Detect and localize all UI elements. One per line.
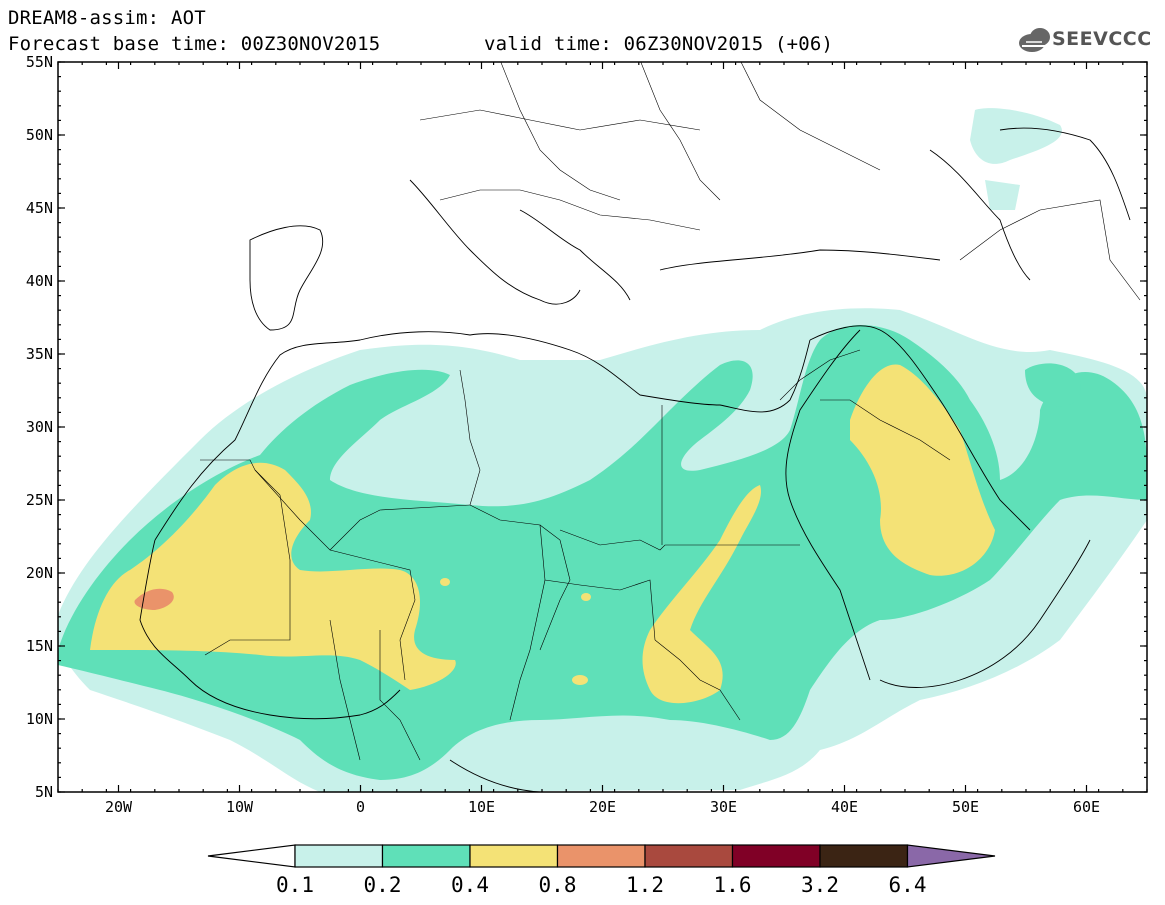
aot-contour-0.4 xyxy=(90,364,995,704)
coastlines xyxy=(139,127,1131,792)
colorbar-label: 1.2 xyxy=(626,873,664,897)
axis-ticks xyxy=(57,61,1148,793)
lat-label: 35N xyxy=(26,345,53,363)
colorbar-label: 0.4 xyxy=(451,873,489,897)
colorbar-label: 0.8 xyxy=(539,873,577,897)
lon-label: 30E xyxy=(710,798,737,816)
chart-title: DREAM8-assim: AOT xyxy=(8,7,206,29)
colorbar-swatch xyxy=(294,844,384,868)
lon-label: 20E xyxy=(589,798,616,816)
colorbar-low-arrow xyxy=(207,844,296,868)
longitude-labels: 20W 10W 0 10E 20E 30E 40E 50E 60E xyxy=(105,798,1100,816)
colorbar-label: 1.6 xyxy=(714,873,752,897)
aot-field xyxy=(58,108,1147,792)
lat-label: 25N xyxy=(26,491,53,509)
lat-label: 40N xyxy=(26,272,53,290)
lon-label: 10E xyxy=(468,798,495,816)
lat-label: 5N xyxy=(35,783,53,801)
lat-label: 20N xyxy=(26,564,53,582)
logo-text: SEEVCCC xyxy=(1052,28,1152,50)
lat-label: 15N xyxy=(26,637,53,655)
valid-time: valid time: 06Z30NOV2015 (+06) xyxy=(484,33,834,55)
cloud-icon xyxy=(1019,28,1050,52)
colorbar-label: 0.2 xyxy=(364,873,402,897)
colorbar-swatch xyxy=(556,844,646,868)
lon-label: 50E xyxy=(952,798,979,816)
lon-label: 20W xyxy=(105,798,133,816)
colorbar-label: 0.1 xyxy=(276,873,314,897)
lat-label: 10N xyxy=(26,710,53,728)
lon-label: 60E xyxy=(1073,798,1100,816)
colorbar-swatch xyxy=(469,844,559,868)
borders xyxy=(200,62,1141,761)
seevccc-logo xyxy=(1019,28,1050,52)
colorbar: 0.1 0.2 0.4 0.8 1.2 1.6 3.2 6.4 xyxy=(207,844,996,897)
colorbar-high-arrow xyxy=(906,844,996,868)
lat-label: 55N xyxy=(26,53,53,71)
colorbar-label: 3.2 xyxy=(801,873,839,897)
colorbar-swatch xyxy=(644,844,734,868)
lat-label: 45N xyxy=(26,199,53,217)
latitude-labels: 55N 50N 45N 40N 35N 30N 25N 20N 15N 10N 5N xyxy=(26,53,53,801)
colorbar-swatch xyxy=(731,844,821,868)
lat-label: 30N xyxy=(26,418,53,436)
colorbar-label: 6.4 xyxy=(889,873,927,897)
lon-label: 10W xyxy=(226,798,254,816)
colorbar-swatch xyxy=(381,844,471,868)
lon-label: 40E xyxy=(831,798,858,816)
colorbar-swatch xyxy=(819,844,909,868)
lat-label: 50N xyxy=(26,126,53,144)
forecast-base-time: Forecast base time: 00Z30NOV2015 xyxy=(8,33,381,55)
lon-label: 0 xyxy=(356,798,365,816)
